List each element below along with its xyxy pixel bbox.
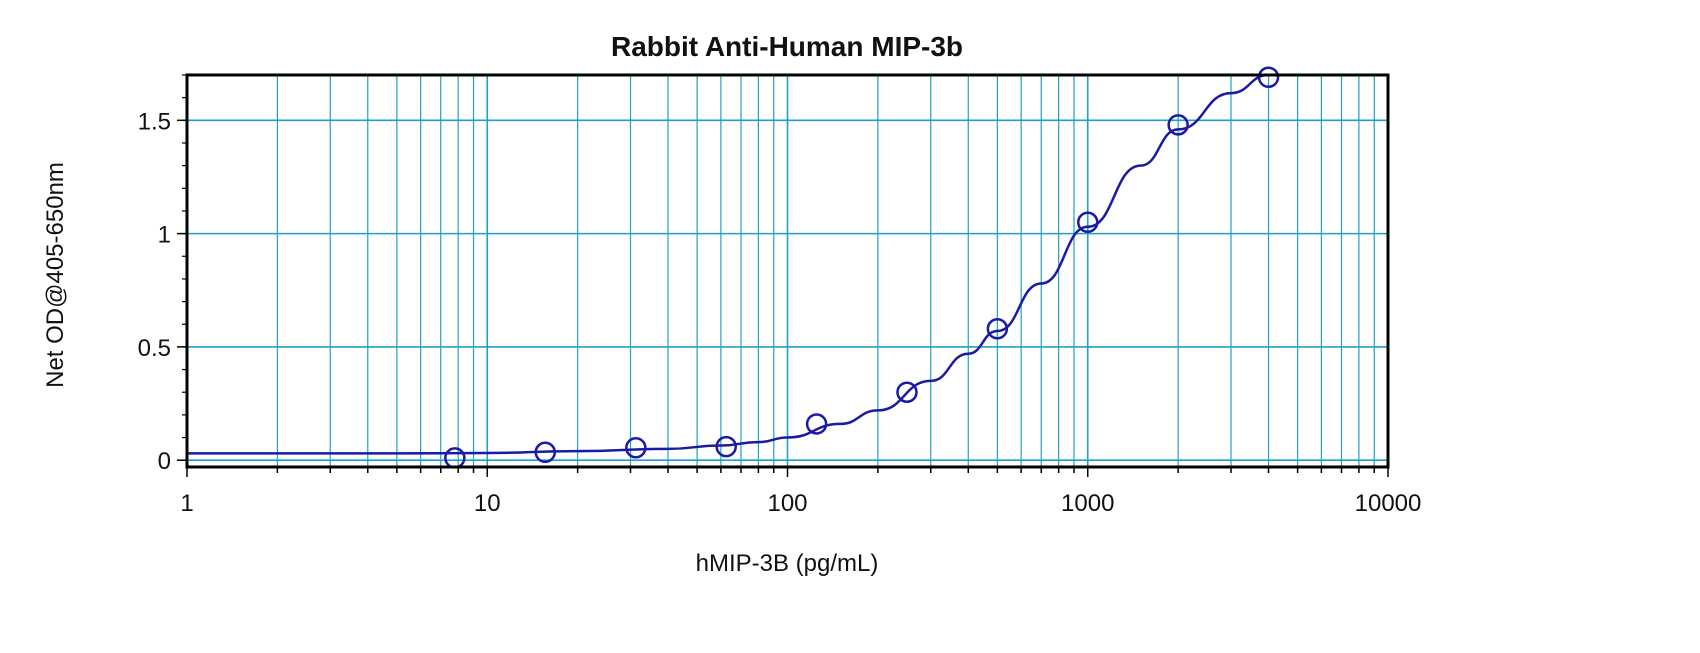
data-point	[805, 413, 828, 435]
data-point	[1257, 66, 1280, 89]
x-tick-label: 10	[474, 490, 501, 517]
x-tick-label: 1	[180, 490, 193, 517]
plot-frame	[185, 73, 1390, 469]
y-tick-label: 0.5	[138, 335, 171, 362]
y-axis-label: Net OD@405-650nm	[42, 162, 69, 388]
fit-curve	[187, 73, 1269, 455]
data-point	[1077, 211, 1099, 234]
y-tick-label: 0	[158, 448, 171, 475]
data-point	[625, 436, 647, 459]
x-tick-label: 10000	[1355, 490, 1422, 517]
data-point	[1167, 114, 1189, 136]
data-point	[896, 381, 918, 403]
y-tick-label: 1	[158, 222, 171, 249]
data-point	[444, 447, 466, 469]
data-points	[444, 66, 1280, 469]
chart-title: Rabbit Anti-Human MIP-3b	[611, 31, 963, 62]
data-point	[986, 318, 1009, 340]
y-tick-label: 1.5	[138, 108, 171, 135]
x-axis-label: hMIP-3B (pg/mL)	[696, 550, 879, 577]
data-point	[715, 435, 737, 458]
data-point	[534, 441, 556, 464]
x-tick-label: 100	[767, 490, 807, 517]
grid-lines	[186, 75, 1388, 467]
tick-labels: 1 10 100 1000 10000 0 0.5 1 1.5	[138, 108, 1422, 517]
axis-ticks	[177, 74, 1389, 477]
x-tick-label: 1000	[1061, 490, 1114, 517]
